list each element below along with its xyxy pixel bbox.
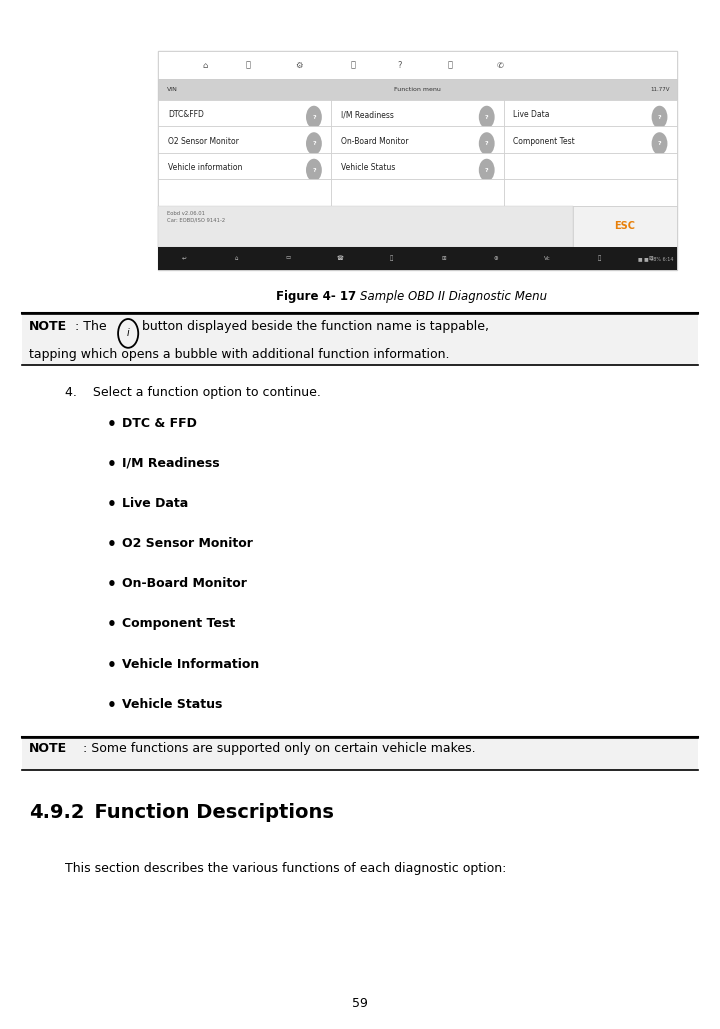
Text: Function Descriptions: Function Descriptions: [81, 803, 333, 821]
Text: button displayed beside the function name is tappable,: button displayed beside the function nam…: [142, 320, 489, 333]
Text: On-Board Monitor: On-Board Monitor: [122, 577, 247, 591]
Circle shape: [306, 106, 322, 129]
Text: ↩: ↩: [182, 256, 186, 260]
Circle shape: [479, 106, 495, 129]
Text: On-Board Monitor: On-Board Monitor: [341, 137, 408, 145]
Bar: [504, 127, 677, 153]
Text: •: •: [107, 698, 117, 713]
Text: •: •: [107, 658, 117, 673]
Text: ?: ?: [485, 141, 489, 146]
Text: Vc: Vc: [544, 256, 551, 260]
Bar: [504, 100, 677, 127]
Bar: [331, 153, 504, 179]
Text: ?: ?: [397, 61, 402, 70]
Text: ?: ?: [312, 168, 316, 173]
Text: ?: ?: [312, 141, 316, 146]
Circle shape: [652, 106, 667, 129]
Bar: [158, 179, 331, 206]
Text: ⚿: ⚿: [390, 255, 393, 261]
Text: : The: : The: [75, 320, 107, 333]
Text: Component Test: Component Test: [122, 617, 235, 631]
Text: This section describes the various functions of each diagnostic option:: This section describes the various funct…: [65, 862, 506, 876]
Text: 59: 59: [352, 997, 368, 1010]
Bar: [158, 100, 331, 127]
Text: ⎙: ⎙: [351, 61, 355, 70]
Circle shape: [306, 158, 322, 181]
Text: Vehicle Information: Vehicle Information: [122, 658, 260, 671]
Text: Sample OBD II Diagnostic Menu: Sample OBD II Diagnostic Menu: [360, 290, 547, 304]
Text: ⊟: ⊟: [649, 256, 653, 260]
Text: ⌂: ⌂: [235, 256, 238, 260]
Text: O2 Sensor Monitor: O2 Sensor Monitor: [168, 137, 238, 145]
Text: ⛓: ⛓: [246, 61, 251, 70]
Text: ☎: ☎: [336, 256, 343, 260]
Text: ⊕: ⊕: [493, 256, 498, 260]
Bar: [22, 314, 698, 365]
Text: Live Data: Live Data: [122, 497, 189, 510]
Text: ESC: ESC: [614, 221, 636, 232]
Text: DTC&FFD: DTC&FFD: [168, 110, 204, 119]
Text: Component Test: Component Test: [513, 137, 575, 145]
Bar: [573, 206, 677, 247]
Text: •: •: [107, 457, 117, 472]
Bar: [504, 153, 677, 179]
Text: ?: ?: [485, 168, 489, 173]
Text: Function menu: Function menu: [394, 87, 441, 92]
Text: : Some functions are supported only on certain vehicle makes.: : Some functions are supported only on c…: [83, 742, 475, 755]
Bar: [331, 179, 504, 206]
Circle shape: [479, 133, 495, 155]
Bar: [331, 127, 504, 153]
Circle shape: [479, 158, 495, 181]
Text: I/M Readiness: I/M Readiness: [341, 110, 393, 119]
Text: ?: ?: [657, 114, 662, 119]
Text: DTC & FFD: DTC & FFD: [122, 417, 197, 430]
Text: i: i: [127, 328, 130, 339]
Bar: [158, 127, 331, 153]
Text: ⌂: ⌂: [202, 61, 208, 70]
Text: ▭: ▭: [285, 256, 291, 260]
Bar: [331, 100, 504, 127]
Text: Figure 4- 17: Figure 4- 17: [276, 290, 360, 304]
Text: ⌗: ⌗: [448, 61, 452, 70]
Circle shape: [306, 133, 322, 155]
Text: Vehicle information: Vehicle information: [168, 164, 242, 172]
Text: ⚿: ⚿: [598, 255, 600, 261]
Text: •: •: [107, 617, 117, 633]
Text: ⚙: ⚙: [295, 61, 302, 70]
Text: Live Data: Live Data: [513, 110, 550, 119]
Bar: [22, 738, 698, 770]
Bar: [158, 247, 677, 270]
Bar: [158, 153, 331, 179]
Text: •: •: [107, 417, 117, 432]
Text: I/M Readiness: I/M Readiness: [122, 457, 220, 470]
Text: •: •: [107, 497, 117, 512]
Text: ■ ■ 98% 6:14: ■ ■ 98% 6:14: [638, 256, 673, 260]
Bar: [504, 179, 677, 206]
Text: ?: ?: [312, 114, 316, 119]
Bar: [158, 51, 677, 270]
Bar: [158, 79, 677, 100]
Text: ?: ?: [657, 141, 662, 146]
Text: 4.    Select a function option to continue.: 4. Select a function option to continue.: [65, 386, 320, 399]
Text: 4.9.2: 4.9.2: [29, 803, 84, 821]
Text: Vehicle Status: Vehicle Status: [341, 164, 395, 172]
Text: 11.77V: 11.77V: [650, 87, 670, 92]
Circle shape: [652, 133, 667, 155]
Bar: [158, 51, 677, 79]
Text: ?: ?: [485, 114, 489, 119]
Text: •: •: [107, 577, 117, 593]
Text: Eobd v2.06.01
Car: EOBD/ISO 9141-2: Eobd v2.06.01 Car: EOBD/ISO 9141-2: [167, 211, 225, 223]
Text: NOTE: NOTE: [29, 320, 67, 333]
Text: ✆: ✆: [497, 61, 504, 70]
Text: tapping which opens a bubble with additional function information.: tapping which opens a bubble with additi…: [29, 348, 449, 361]
Text: VIN: VIN: [167, 87, 178, 92]
Text: O2 Sensor Monitor: O2 Sensor Monitor: [122, 537, 253, 551]
Text: ⊞: ⊞: [441, 256, 446, 260]
Bar: [158, 206, 573, 247]
Text: Vehicle Status: Vehicle Status: [122, 698, 222, 711]
Text: •: •: [107, 537, 117, 553]
Text: NOTE: NOTE: [29, 742, 67, 755]
